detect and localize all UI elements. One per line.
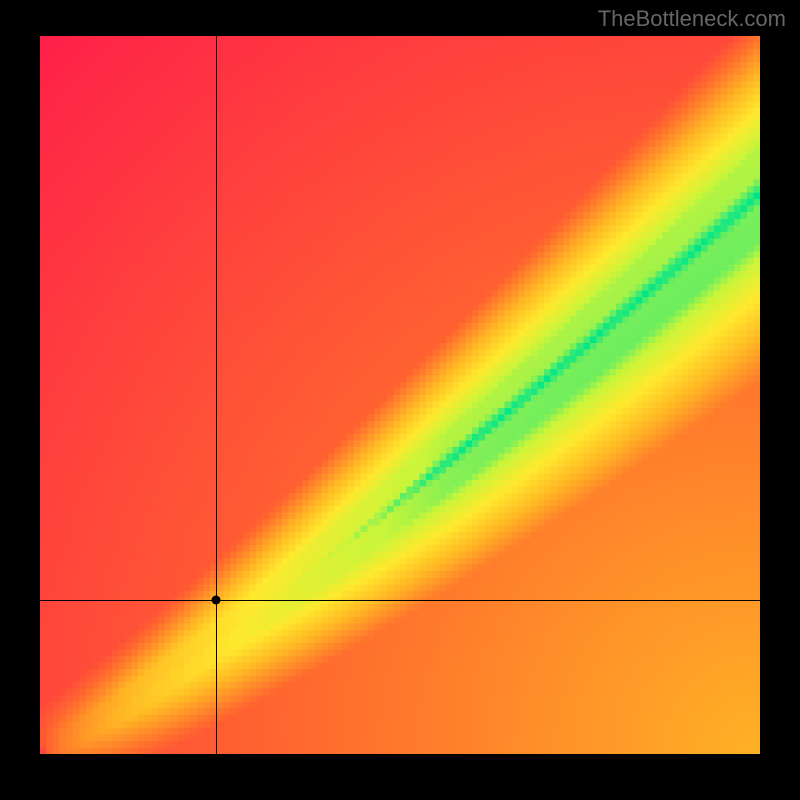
plot-area	[40, 36, 760, 754]
watermark-text: TheBottleneck.com	[598, 6, 786, 32]
chart-container: TheBottleneck.com	[0, 0, 800, 800]
heatmap-canvas	[40, 36, 760, 754]
